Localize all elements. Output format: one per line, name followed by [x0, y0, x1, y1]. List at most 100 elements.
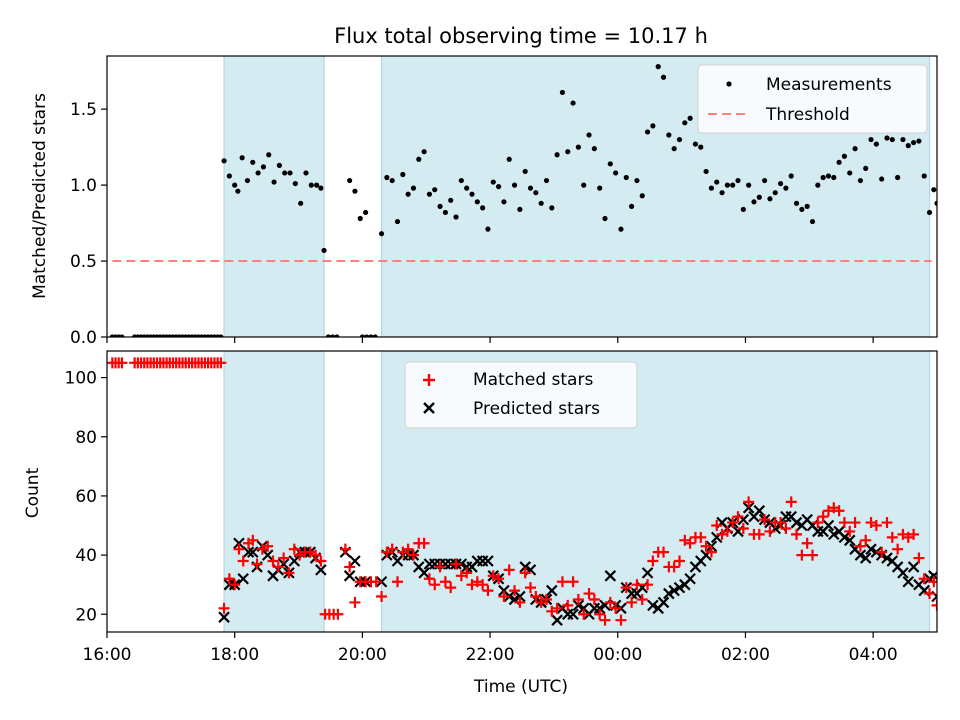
- matched-star-point: [807, 549, 818, 561]
- measurement-point: [378, 231, 385, 237]
- measurement-point: [581, 182, 587, 188]
- legend-measurements-label: Measurements: [766, 75, 892, 95]
- matched-star-point: [928, 576, 937, 588]
- matched-star-point: [695, 531, 707, 543]
- matched-star-point: [567, 576, 579, 588]
- x-tick-label: 02:00: [721, 645, 770, 665]
- matched-star-point: [583, 588, 595, 600]
- predicted-star-point: [865, 543, 877, 555]
- measurement-point: [554, 152, 560, 158]
- measurement-point: [783, 185, 789, 191]
- measurement-point: [570, 100, 576, 106]
- measurement-point: [597, 185, 603, 191]
- measurement-point: [308, 182, 314, 188]
- measurement-point: [847, 170, 853, 176]
- predicted-star-point: [218, 611, 230, 623]
- measurement-point: [416, 156, 422, 162]
- matched-star-point: [493, 573, 505, 585]
- count-panel-frame: [106, 350, 938, 633]
- matched-star-point: [310, 549, 322, 561]
- matched-star-point: [519, 567, 531, 579]
- measurement-point: [698, 144, 704, 150]
- measurement-point: [303, 170, 309, 176]
- predicted-star-point: [907, 561, 920, 573]
- matched-star-point: [418, 537, 430, 549]
- matched-star-point: [844, 525, 856, 537]
- predicted-star-point: [604, 570, 617, 582]
- matched-star-point: [262, 540, 274, 552]
- matched-star-point: [482, 585, 494, 597]
- predicted-star-point: [828, 528, 840, 541]
- matched-star-point: [620, 582, 632, 594]
- matched-star-point: [817, 511, 829, 523]
- measurement-point: [533, 190, 539, 196]
- matched-star-point: [599, 614, 611, 626]
- measurement-point: [384, 174, 390, 181]
- predicted-star-point: [514, 590, 526, 603]
- measurement-point: [687, 115, 693, 121]
- measurement-point: [660, 74, 667, 80]
- measurement-point: [730, 182, 736, 188]
- observing-window: [224, 56, 325, 337]
- matched-star-point: [344, 561, 356, 573]
- measurement-point: [244, 177, 251, 184]
- chart-title: Flux total observing time = 10.17 h: [334, 24, 708, 48]
- measurement-point: [884, 135, 890, 141]
- matched-star-point: [870, 520, 882, 532]
- measurement-point: [708, 185, 715, 191]
- predicted-star-point: [572, 599, 585, 612]
- measurement-point: [724, 182, 730, 188]
- measurement-point: [495, 184, 502, 190]
- matched-star-point: [498, 591, 510, 603]
- measurement-point: [405, 191, 411, 197]
- predicted-star-point: [647, 599, 659, 612]
- matched-star-point: [267, 555, 279, 567]
- matched-star-point: [642, 579, 654, 591]
- matched-star-point: [737, 522, 749, 534]
- measurement-point: [836, 159, 842, 165]
- y-tick-label: 80: [75, 428, 97, 448]
- predicted-star-point: [288, 555, 301, 567]
- predicted-star-point: [567, 608, 579, 621]
- matched-star-point: [503, 564, 515, 576]
- measurement-point: [746, 182, 752, 188]
- predicted-star-point: [551, 614, 563, 626]
- matched-star-point: [572, 593, 584, 605]
- measurement-point: [372, 334, 378, 337]
- matched-star-point: [604, 596, 616, 608]
- y-tick-label: 60: [75, 487, 97, 507]
- predicted-star-point: [838, 531, 851, 544]
- measurement-point: [905, 143, 911, 149]
- measurement-point: [921, 173, 927, 179]
- measurement-point: [480, 205, 486, 211]
- matched-star-point: [407, 549, 419, 561]
- measurement-point: [543, 177, 550, 184]
- legend-measurements-marker: [726, 81, 732, 87]
- matched-star-point: [376, 591, 388, 603]
- matched-star-point: [288, 543, 300, 555]
- matched-star-point: [881, 517, 893, 529]
- measurement-point: [266, 152, 272, 158]
- measurement-point: [432, 187, 438, 193]
- measurement-point: [586, 132, 592, 138]
- matched-star-point: [892, 543, 904, 555]
- matched-star-point: [626, 596, 638, 608]
- measurement-point: [863, 165, 869, 171]
- matched-star-point: [876, 546, 888, 558]
- measurement-point: [618, 226, 624, 232]
- matched-star-point: [477, 579, 489, 591]
- predicted-star-point: [790, 516, 803, 529]
- ratio-panel-x-ticks: [106, 337, 874, 343]
- measurement-point: [714, 179, 720, 185]
- matched-star-point: [838, 517, 850, 529]
- matched-star-point: [349, 596, 361, 608]
- measurement-point: [931, 187, 937, 193]
- measurement-point: [298, 200, 304, 206]
- measurement-point: [804, 203, 810, 209]
- matched-star-point: [556, 576, 568, 588]
- legend-predicted-marker: [423, 402, 435, 414]
- matched-star-point: [283, 567, 295, 579]
- predicted-star-point: [315, 564, 327, 576]
- predicted-star-point: [742, 501, 755, 514]
- count-panel: 20 40 60 80 100 16:00 18:00 20:00 22:00 00:00 02:…: [23, 350, 938, 697]
